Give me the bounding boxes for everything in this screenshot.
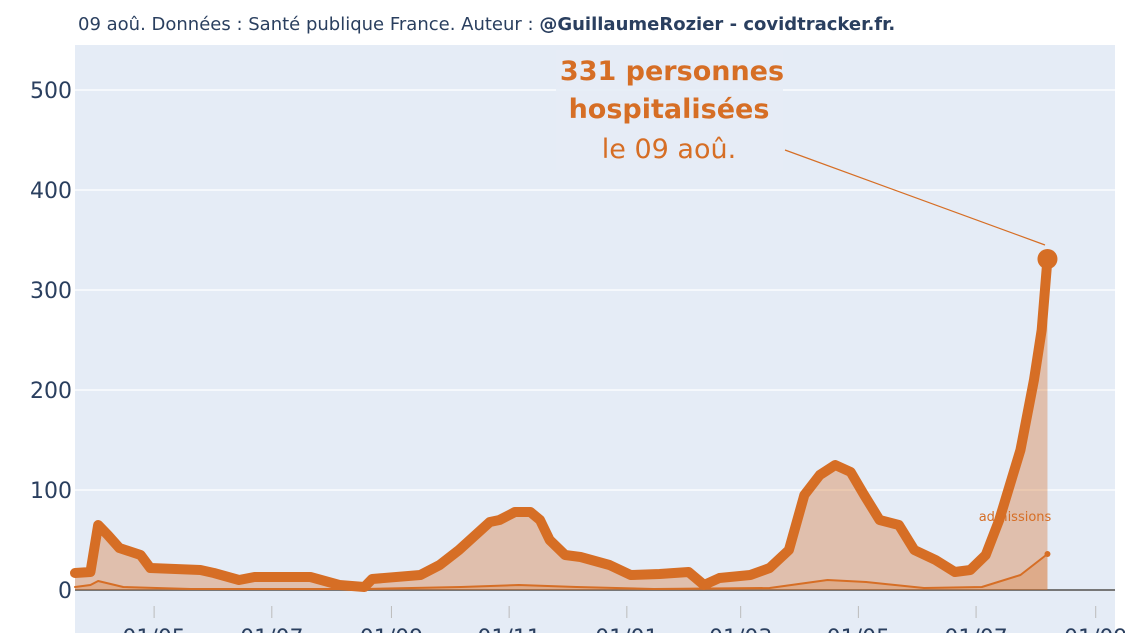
x-tick-label: 01/09	[1064, 626, 1125, 633]
y-tick-label: 300	[30, 279, 72, 304]
x-tick-label: 01/09	[360, 626, 423, 633]
line	[74, 553, 1049, 590]
subtitle-author: @GuillaumeRozier - covidtracker.fr.	[539, 14, 895, 35]
y-tick-label: 500	[30, 79, 72, 104]
line	[70, 254, 1053, 592]
annotation-arrow	[784, 149, 1046, 246]
x-tick-label: 01/01	[595, 626, 658, 633]
admissions-label: admissions	[979, 510, 1052, 525]
y-tick-label: 100	[30, 479, 72, 504]
y-tick-label: 200	[30, 379, 72, 404]
x-tick-label: 01/07	[944, 626, 1007, 633]
annotation-line: 331 personnes	[560, 56, 784, 87]
x-tick-label: 01/11	[477, 626, 540, 633]
annotation-line: hospitalisées	[569, 94, 770, 125]
y-tick-label: 0	[58, 579, 72, 604]
subtitle: 09 aoû. Données : Santé publique France.…	[78, 14, 895, 35]
annotation-line: le 09 aoû.	[602, 134, 736, 165]
annotation-box	[556, 50, 783, 170]
y-tick-label: 400	[30, 179, 72, 204]
subtitle-source: 09 aoû. Données : Santé publique France.…	[78, 14, 539, 35]
plot	[70, 89, 1115, 618]
x-tick-label: 01/03	[709, 626, 772, 633]
end-point	[1044, 551, 1051, 557]
end-point	[1037, 249, 1058, 269]
x-tick-label: 01/07	[240, 626, 303, 633]
x-tick-label: 01/05	[122, 626, 185, 633]
x-tick-label: 01/05	[827, 626, 890, 633]
